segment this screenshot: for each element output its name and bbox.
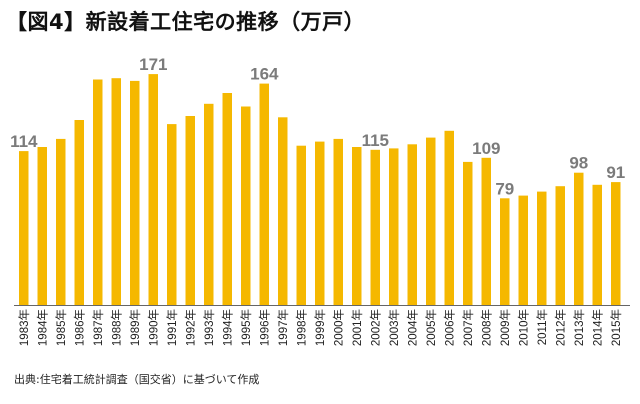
bar-2001年 — [352, 147, 362, 305]
bar-2006年 — [444, 130, 454, 305]
bar-1995年 — [241, 106, 251, 305]
bar-1984年 — [37, 147, 47, 305]
bar-2015年 — [611, 182, 621, 305]
x-tick-1985年: 1985年 — [54, 309, 68, 346]
bar-2010年 — [518, 195, 528, 305]
x-tick-2007年: 2007年 — [461, 309, 475, 346]
bar-2004年 — [407, 144, 417, 305]
x-tick-1991年: 1991年 — [165, 309, 179, 346]
bar-2003年 — [389, 148, 399, 305]
source-note: 出典:住宅着工統計調査（国交省）に基づいて作成 — [14, 373, 260, 386]
bar-1986年 — [74, 120, 84, 305]
x-tick-2005年: 2005年 — [424, 309, 438, 346]
data-label-2002年: 115 — [362, 131, 389, 150]
bar-1991年 — [167, 124, 177, 305]
x-tick-1992年: 1992年 — [183, 309, 197, 346]
bar-1987年 — [93, 79, 103, 305]
x-tick-1986年: 1986年 — [72, 309, 86, 346]
data-label-2009年: 79 — [495, 179, 514, 198]
x-tick-1996年: 1996年 — [257, 309, 271, 346]
x-tick-1994年: 1994年 — [220, 309, 234, 346]
x-tick-1983年: 1983年 — [17, 309, 31, 346]
data-label-2015年: 91 — [606, 163, 625, 182]
data-label-1996年: 164 — [250, 65, 279, 84]
x-tick-2010年: 2010年 — [516, 309, 530, 346]
bar-2011年 — [537, 191, 547, 305]
bar-2012年 — [555, 186, 565, 305]
x-tick-group: 1983年 1984年 1985年 1986年 1987年 1988年 1989年 1990年… — [17, 309, 623, 346]
bar-2002年 — [370, 149, 380, 306]
bar-1983年 — [19, 151, 29, 305]
bar-1992年 — [185, 116, 195, 305]
x-tick-1993年: 1993年 — [202, 309, 216, 346]
x-tick-1990年: 1990年 — [146, 309, 160, 346]
x-tick-2013年: 2013年 — [572, 309, 586, 346]
x-tick-1989年: 1989年 — [128, 309, 142, 346]
chart-title: 【図4】新設着工住宅の推移（万戸） — [6, 10, 366, 34]
bar-1985年 — [56, 138, 66, 305]
x-tick-2011年: 2011年 — [535, 309, 549, 345]
bar-2008年 — [481, 157, 491, 305]
x-tick-2004年: 2004年 — [405, 309, 419, 346]
bar-1998年 — [296, 145, 306, 305]
bar-1993年 — [204, 103, 214, 305]
bar-2007年 — [463, 161, 473, 305]
bar-1999年 — [315, 141, 325, 305]
bar-1997年 — [278, 117, 288, 305]
x-tick-2012年: 2012年 — [553, 309, 567, 346]
bar-2000年 — [333, 138, 343, 305]
x-tick-1984年: 1984年 — [35, 309, 49, 346]
x-tick-2006年: 2006年 — [442, 309, 456, 346]
bar-2005年 — [426, 137, 436, 305]
bar-1996年 — [259, 83, 269, 305]
x-tick-1997年: 1997年 — [276, 309, 290, 346]
bar-2013年 — [574, 172, 584, 305]
bar-1990年 — [148, 74, 158, 305]
bar-2009年 — [500, 198, 510, 305]
x-tick-2014年: 2014年 — [590, 309, 604, 346]
data-label-1990年: 171 — [139, 55, 167, 74]
x-tick-2002年: 2002年 — [368, 309, 382, 346]
bar-1988年 — [111, 78, 121, 305]
x-tick-2009年: 2009年 — [498, 309, 512, 346]
data-label-group: 114 171 164 115 109 79 98 91 — [10, 55, 625, 198]
data-label-2008年: 109 — [472, 139, 500, 158]
x-tick-1999年: 1999年 — [313, 309, 327, 346]
x-tick-1998年: 1998年 — [294, 309, 308, 346]
x-tick-1987年: 1987年 — [91, 309, 105, 346]
x-tick-1995年: 1995年 — [239, 309, 253, 346]
data-label-2013年: 98 — [569, 154, 588, 173]
data-label-1983年: 114 — [10, 132, 38, 151]
x-tick-2000年: 2000年 — [331, 309, 345, 346]
x-tick-2001年: 2001年 — [350, 309, 364, 346]
x-tick-1988年: 1988年 — [109, 309, 123, 346]
bar-2014年 — [592, 184, 602, 305]
x-tick-2015年: 2015年 — [609, 309, 623, 346]
x-tick-2003年: 2003年 — [387, 309, 401, 346]
x-tick-2008年: 2008年 — [479, 309, 493, 346]
bar-group — [19, 74, 621, 306]
bar-1994年 — [222, 93, 232, 305]
bar-1989年 — [130, 80, 140, 306]
